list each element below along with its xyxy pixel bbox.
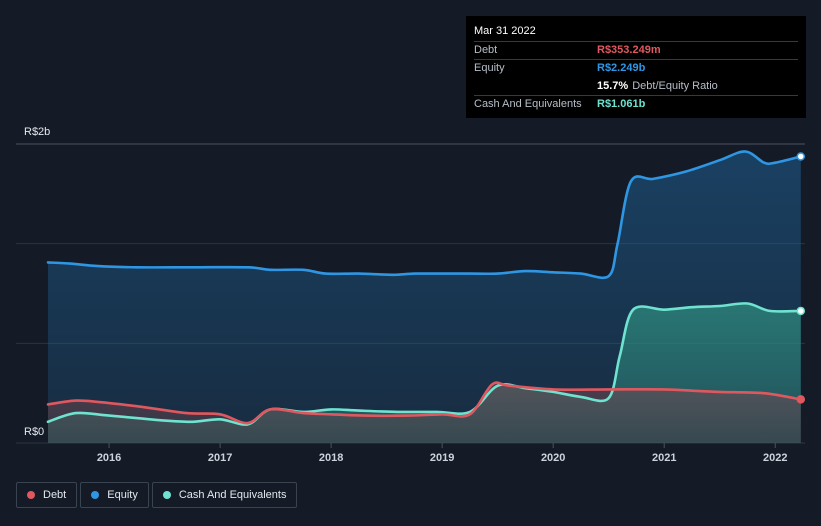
x-tick-label: 2020 xyxy=(541,452,565,464)
cash-endpoint xyxy=(796,306,806,316)
x-tick-label: 2019 xyxy=(430,452,454,464)
cash-line xyxy=(46,302,803,426)
x-tick-label: 2021 xyxy=(652,452,676,464)
tooltip-label-cash: Cash And Equivalents xyxy=(474,98,582,110)
x-tick-label: 2016 xyxy=(97,452,121,464)
x-axis: 2016 2017 2018 2019 2020 2021 2022 xyxy=(97,443,787,464)
legend: Debt Equity Cash And Equivalents xyxy=(16,482,300,508)
equity-endpoint xyxy=(796,152,806,161)
series-lines xyxy=(46,150,803,426)
tooltip-value-equity: R$2.249b xyxy=(597,62,646,74)
debt-line xyxy=(46,381,803,425)
legend-item-cash[interactable]: Cash And Equivalents xyxy=(151,482,298,508)
debt-endpoint xyxy=(796,395,806,404)
y-axis-bottom-label: R$0 xyxy=(24,426,44,438)
legend-dot-cash xyxy=(162,491,171,499)
legend-dot-equity xyxy=(91,491,100,499)
equity-area xyxy=(48,151,801,443)
tooltip-label-equity: Equity xyxy=(474,62,505,74)
tooltip-label-debt: Debt xyxy=(474,44,498,56)
tooltip-row-ratio: 15.7% Debt/Equity Ratio xyxy=(474,77,798,95)
legend-label-equity: Equity xyxy=(107,489,138,501)
tooltip-value-debt: R$353.249m xyxy=(597,44,661,56)
legend-item-equity[interactable]: Equity xyxy=(80,482,149,508)
tooltip-ratio-suffix: Debt/Equity Ratio xyxy=(632,80,718,92)
debt-area xyxy=(48,382,801,443)
legend-item-debt[interactable]: Debt xyxy=(16,482,78,508)
tooltip-row-cash: Cash And Equivalents R$1.061b xyxy=(474,95,798,113)
tooltip-value-cash: R$1.061b xyxy=(597,98,646,110)
legend-label-debt: Debt xyxy=(43,489,67,501)
x-tick-label: 2022 xyxy=(763,452,787,464)
y-axis-top-label: R$2b xyxy=(24,126,50,138)
tooltip-row-debt: Debt R$353.249m xyxy=(474,41,798,59)
tooltip-row-equity: Equity R$2.249b xyxy=(474,59,798,77)
x-tick-label: 2018 xyxy=(319,452,343,464)
legend-label-cash: Cash And Equivalents xyxy=(178,489,287,501)
tooltip-value-ratio: 15.7% xyxy=(597,80,629,92)
x-tick-label: 2017 xyxy=(208,452,232,464)
equity-line xyxy=(46,150,803,280)
legend-dot-debt xyxy=(27,491,35,499)
series-endpoints xyxy=(796,152,806,404)
tooltip: Mar 31 2022 Debt R$353.249m Equity R$2.2… xyxy=(466,16,806,118)
series-areas xyxy=(48,151,801,443)
tooltip-date: Mar 31 2022 xyxy=(474,25,536,37)
tooltip-label-ratio xyxy=(474,78,597,95)
